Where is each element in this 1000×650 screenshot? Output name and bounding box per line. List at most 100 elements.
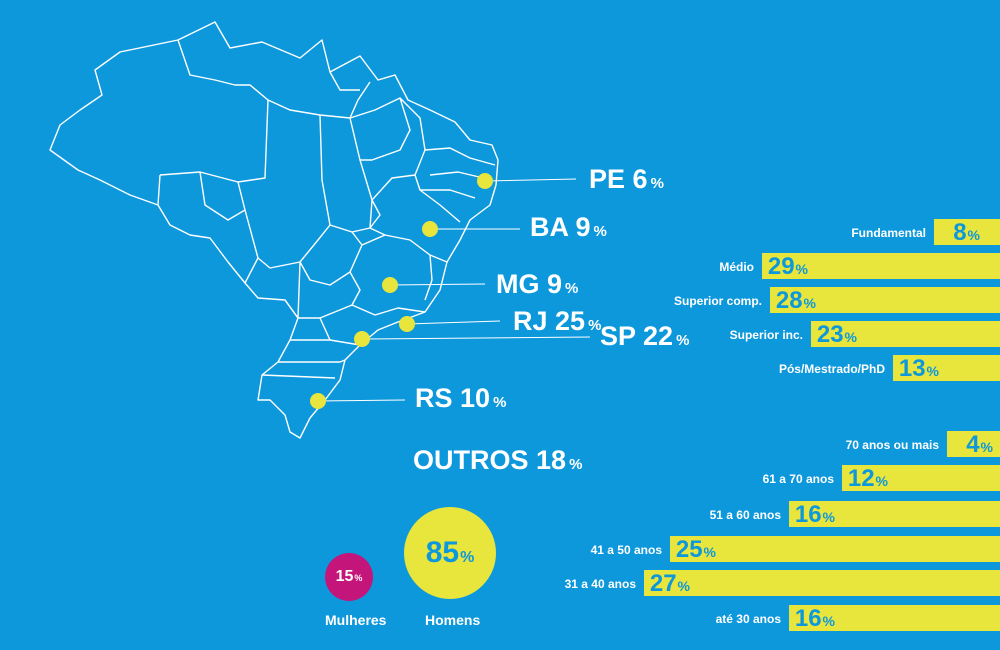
state-pct: % [588, 317, 602, 334]
bar-label: 31 a 40 anos [564, 577, 636, 591]
bar-label: 61 a 70 anos [762, 472, 834, 486]
bar [644, 570, 1000, 596]
state-dot-rs [310, 393, 326, 409]
bar-value-number: 25 [675, 536, 703, 563]
leader-line-rs [317, 399, 406, 402]
bar-value: 23% [817, 321, 857, 348]
bar-value: 16% [794, 501, 835, 528]
state-code: PE [589, 164, 633, 194]
bar-label: Superior comp. [673, 294, 762, 308]
bar-label: Médio [719, 260, 754, 274]
border-am [159, 84, 269, 183]
bar-value: 4% [966, 431, 993, 458]
bar-row: 27% 31 a 40 anos [0, 570, 1000, 597]
border-to [319, 114, 373, 233]
border-rr-ap [177, 39, 360, 91]
state-value: 10 [460, 383, 491, 413]
state-dot-mg [382, 277, 398, 293]
bar-value-number: 29 [767, 253, 795, 280]
bar-value-pct: % [875, 473, 888, 489]
leader-line-pe [484, 178, 577, 182]
bar-value-pct: % [822, 613, 835, 629]
bar-label: Pós/Mestrado/PhD [778, 362, 885, 376]
state-label-ba: BA 9% [530, 214, 607, 241]
state-code: MG [496, 269, 547, 299]
state-pct: % [493, 394, 507, 411]
bar-label: Superior inc. [729, 328, 803, 342]
bar-label: até 30 anos [715, 612, 781, 626]
bar-value-number: 16 [794, 501, 822, 528]
bar-row: 28% Superior comp. [0, 287, 1000, 314]
state-code: SP [600, 321, 644, 351]
border-pi [371, 97, 426, 201]
bar-value: 12% [847, 465, 888, 492]
state-pct: % [650, 175, 664, 192]
bar-value-number: 28 [775, 287, 803, 314]
state-dot-pe [477, 173, 493, 189]
men-circle: 85% [404, 507, 496, 599]
bar [762, 253, 1000, 279]
bar-value-pct: % [677, 578, 690, 594]
state-pct: % [676, 332, 690, 349]
bar-value-number: 8 [953, 219, 967, 246]
bar-label: 70 anos ou mais [845, 438, 939, 452]
state-label-sp: SP 22% [600, 323, 689, 350]
state-label-mg: MG 9% [496, 271, 578, 298]
bar-label: 41 a 50 anos [590, 543, 662, 557]
bar-row: 13% Pós/Mestrado/PhD [0, 355, 1000, 382]
border-go [299, 231, 363, 286]
border-ne [414, 147, 496, 223]
bar-value: 13% [898, 355, 939, 382]
bar-value-number: 13 [898, 355, 926, 382]
state-value: 25 [555, 306, 586, 336]
state-label-rj: RJ 25% [513, 308, 601, 335]
bar-value-number: 16 [794, 605, 822, 632]
men-label: Homens [425, 612, 481, 628]
border-ro-ac [157, 171, 246, 221]
bar-label: Fundamental [851, 226, 926, 240]
bar-value-number: 4 [966, 431, 980, 458]
state-value: 6 [632, 164, 648, 194]
bar-row: 8% Fundamental [0, 219, 1000, 246]
state-value: 22 [643, 321, 674, 351]
bar [789, 501, 1000, 527]
state-dot-sp [354, 331, 370, 347]
bar [842, 465, 1000, 491]
bar-row: 4% 70 anos ou mais [0, 431, 1000, 458]
bar-value: 27% [649, 570, 690, 597]
state-pct: % [593, 223, 607, 240]
bar-value: 29% [767, 253, 808, 280]
leader-line-rj [406, 320, 501, 325]
women-circle: 15% [325, 553, 373, 601]
bar-row: 12% 61 a 70 anos [0, 465, 1000, 492]
bar-value-pct: % [844, 329, 857, 345]
bar-value-pct: % [803, 295, 816, 311]
bar [811, 321, 1000, 347]
women-label: Mulheres [325, 612, 387, 628]
state-dot-ba [422, 221, 438, 237]
state-value: 9 [547, 269, 563, 299]
bar-value-pct: % [980, 439, 993, 455]
bar-value-pct: % [822, 509, 835, 525]
bar-value: 8% [953, 219, 980, 246]
bar-row: 16% até 30 anos [0, 605, 1000, 632]
state-label-pe: PE 6% [589, 166, 664, 193]
state-value: 9 [575, 212, 591, 242]
bar-value-number: 12 [847, 465, 875, 492]
men-pct: % [460, 549, 475, 566]
border-mg [349, 234, 433, 316]
outros-label: OUTROS 18% [413, 447, 582, 474]
bar-row: 29% Médio [0, 253, 1000, 280]
women-value: 15 [335, 568, 354, 585]
bar [770, 287, 1000, 313]
bar-value-number: 27 [649, 570, 677, 597]
state-code: RJ [513, 306, 556, 336]
leader-line-mg [389, 283, 486, 286]
state-borders [49, 21, 499, 439]
border-pr-sc [261, 339, 346, 379]
outros-text: OUTROS [413, 445, 529, 475]
bar-value: 28% [775, 287, 816, 314]
bar [893, 355, 1000, 381]
bar-row: 16% 51 a 60 anos [0, 501, 1000, 528]
